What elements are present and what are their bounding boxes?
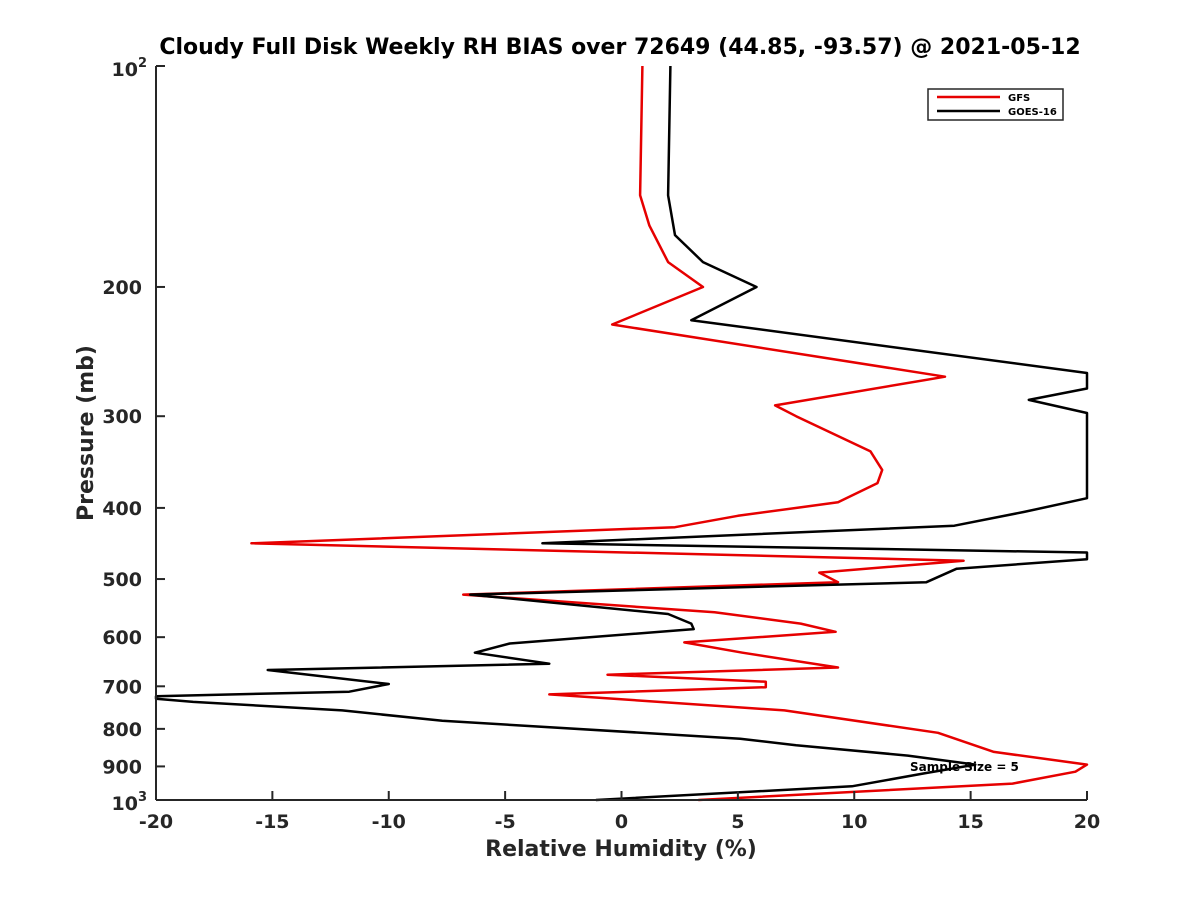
x-tick-label: -20 [139,811,173,833]
x-tick-label: -5 [495,811,516,833]
legend-label-goes16: GOES-16 [1008,107,1057,118]
y-tick-label: 102 [112,56,148,81]
sample-size-annotation: Sample Size = 5 [910,760,1019,774]
y-tick-label: 103 [112,790,148,815]
y-tick-label: 600 [102,627,142,649]
y-tick-label: 900 [102,756,142,778]
series-line-goes16 [154,65,1089,802]
legend-box [927,88,1064,121]
plot-area [154,65,1089,802]
x-tick-label: -10 [372,811,406,833]
x-axis-label: Relative Humidity (%) [485,837,757,862]
y-tick-label: 400 [102,498,142,520]
axes [155,66,1087,801]
chart-title: Cloudy Full Disk Weekly RH BIAS over 726… [159,35,1080,60]
series-line-gfs [250,65,1089,802]
x-tick-label: -15 [255,811,289,833]
x-tick-label: 5 [731,811,744,833]
y-tick-label: 500 [102,569,142,591]
y-tick-label: 700 [102,676,142,698]
y-tick-label: 300 [102,406,142,428]
x-tick-label: 15 [957,811,983,833]
y-ticks: 102 200 300 400 500 600 700 800 900 103 [102,56,165,815]
x-tick-label: 10 [841,811,867,833]
x-tick-label: 20 [1074,811,1100,833]
y-axis-label: Pressure (mb) [74,345,99,521]
y-tick-label: 200 [102,277,142,299]
legend-label-gfs: GFS [1008,93,1030,104]
y-tick-label: 800 [102,719,142,741]
legend: GFS GOES-16 [927,88,1064,121]
x-tick-label: 0 [615,811,628,833]
x-ticks: -20 -15 -10 -5 0 5 10 15 20 [139,791,1100,833]
